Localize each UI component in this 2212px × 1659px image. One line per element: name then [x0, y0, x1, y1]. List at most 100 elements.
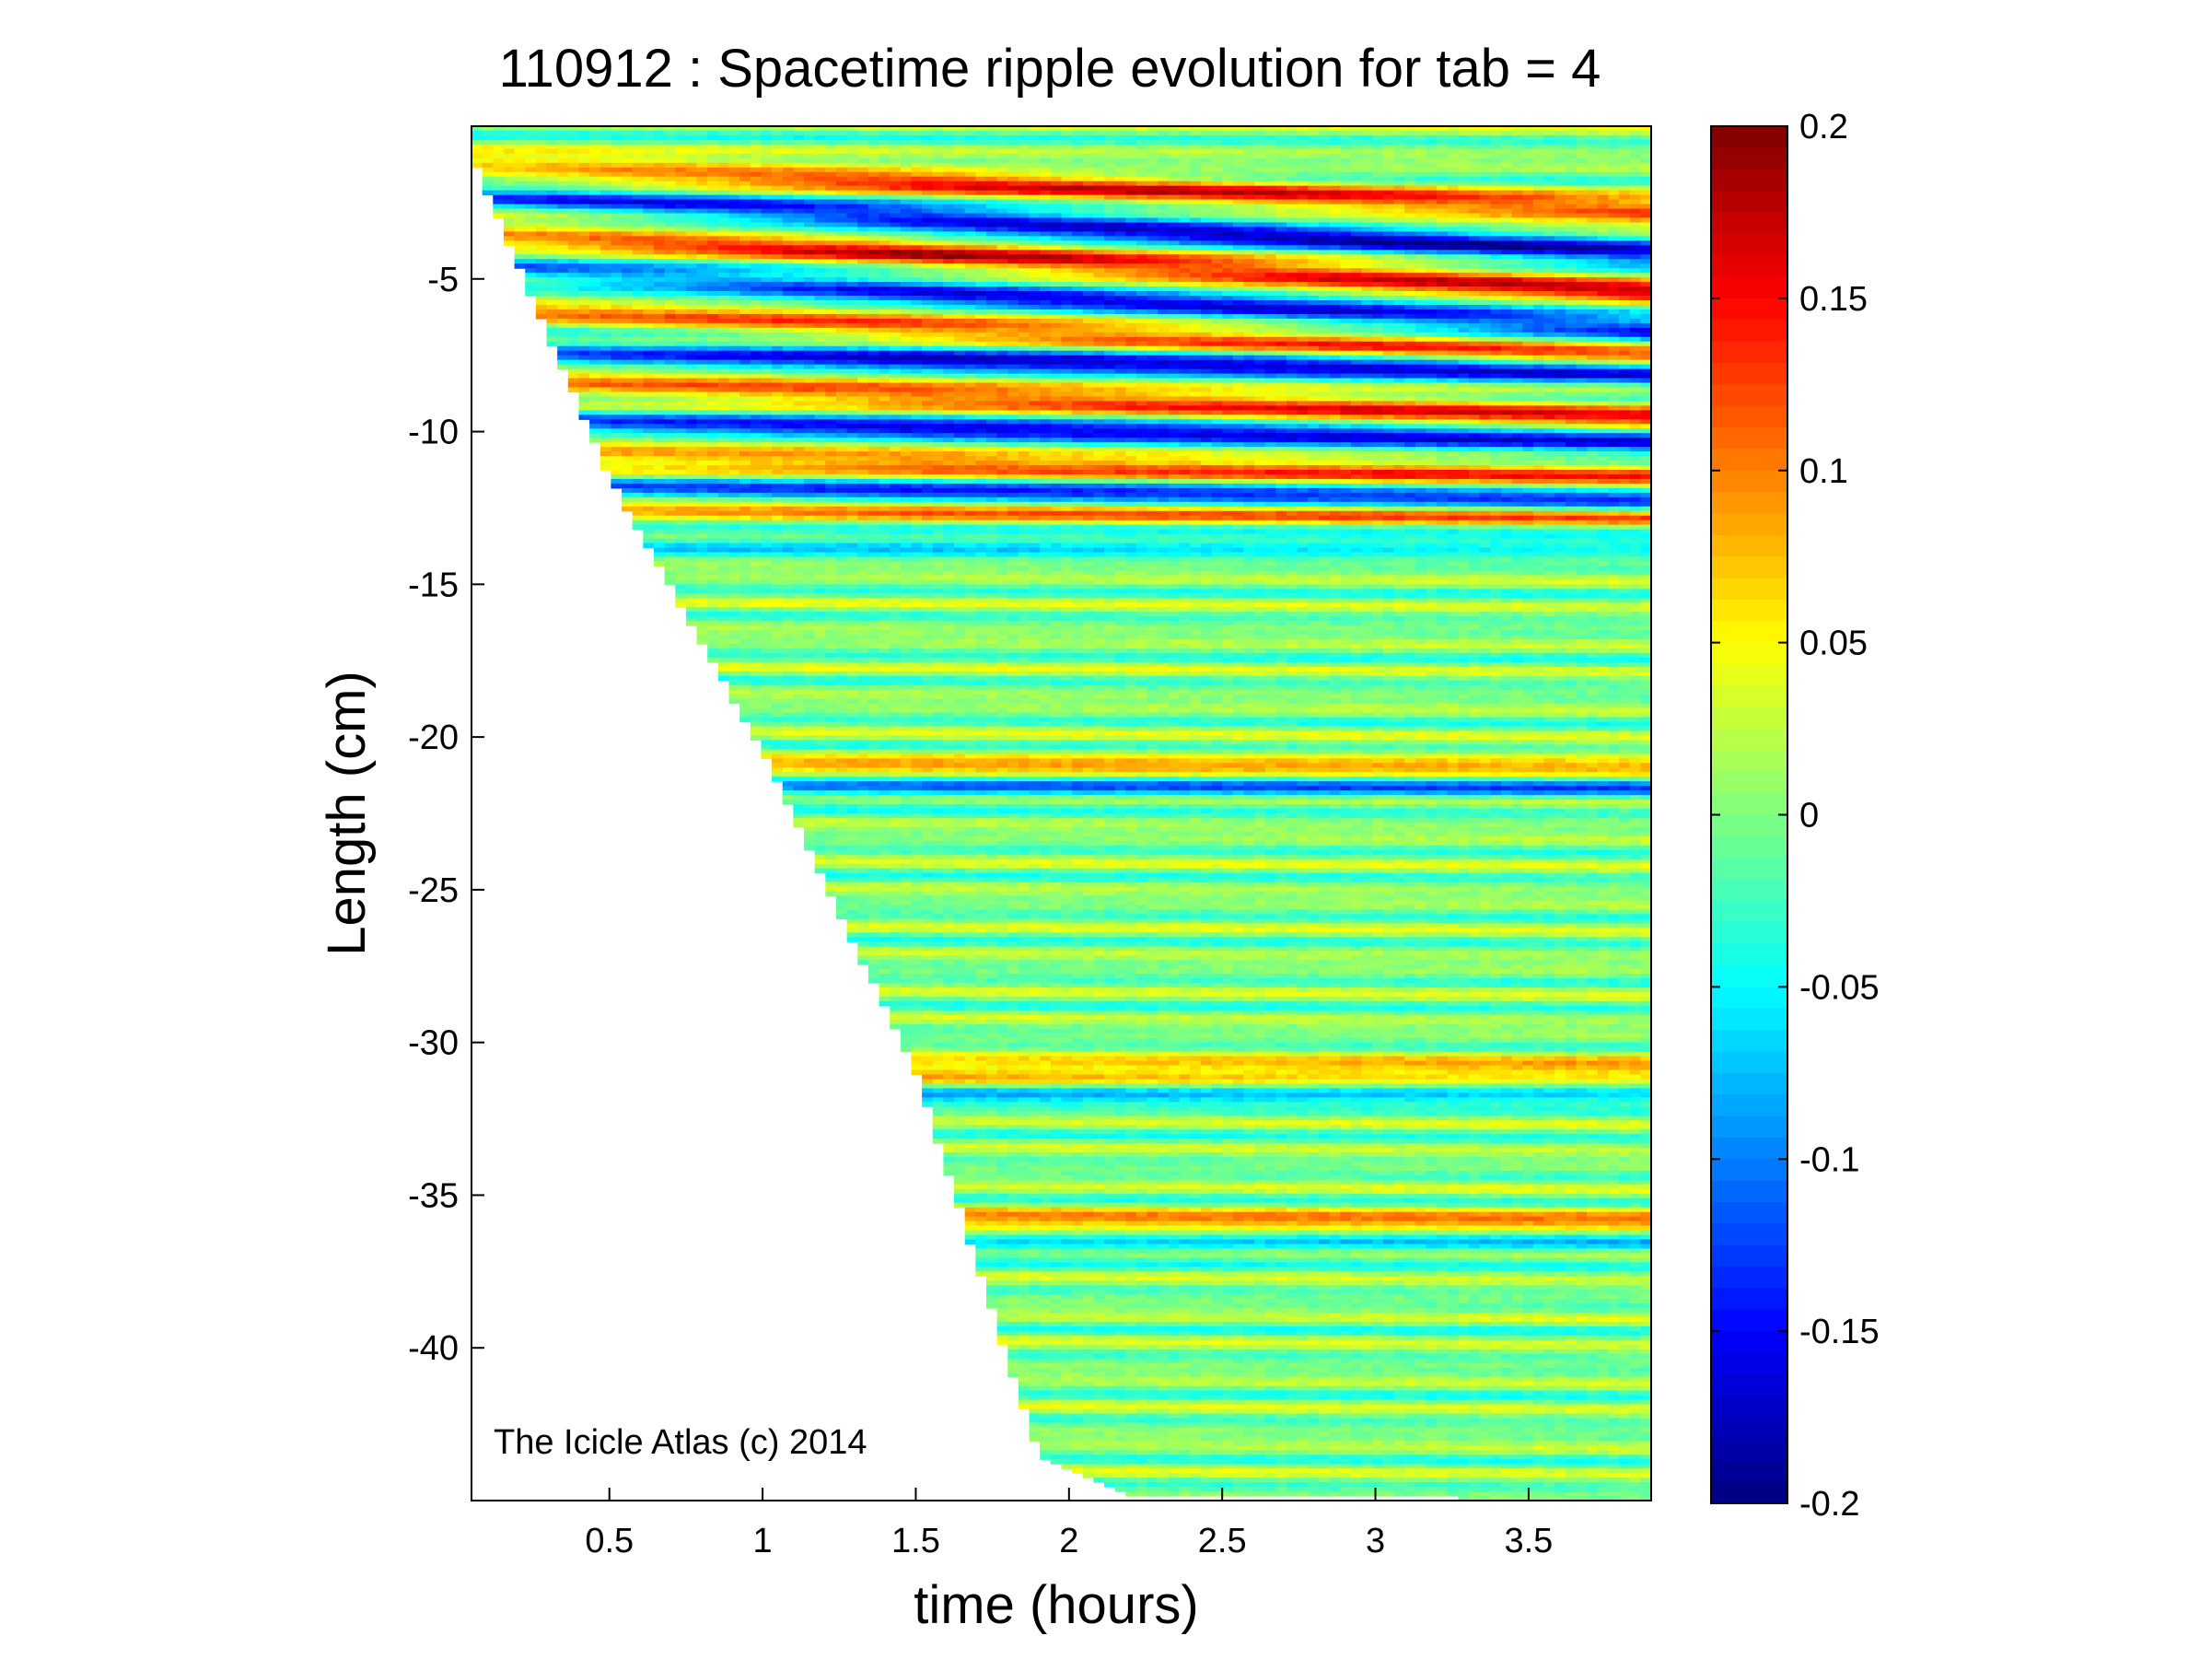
heatmap-cell	[686, 268, 697, 274]
heatmap-cell	[707, 419, 718, 425]
heatmap-cell	[739, 168, 751, 173]
heatmap-cell	[728, 291, 739, 297]
heatmap-cell	[578, 222, 589, 228]
heatmap-cell	[728, 296, 739, 301]
heatmap-cell	[739, 718, 751, 723]
heatmap-cell	[739, 346, 751, 352]
heatmap-cell	[654, 401, 665, 406]
heatmap-cell	[675, 383, 686, 389]
heatmap-cell	[643, 433, 654, 438]
heatmap-cell	[751, 135, 762, 141]
heatmap-cell	[483, 172, 494, 178]
heatmap-cell	[515, 163, 526, 169]
heatmap-cell	[772, 227, 783, 232]
heatmap-cell	[707, 314, 718, 320]
heatmap-cell	[718, 428, 729, 434]
heatmap-cell	[707, 488, 718, 494]
heatmap-cell	[504, 191, 515, 196]
heatmap-cell	[611, 337, 622, 343]
heatmap-cell	[633, 374, 644, 380]
heatmap-cell	[686, 172, 697, 178]
heatmap-cell	[547, 200, 558, 205]
heatmap-cell	[686, 351, 697, 356]
heatmap-cell	[686, 291, 697, 297]
heatmap-cell	[686, 200, 697, 205]
heatmap-cell	[633, 507, 644, 512]
heatmap-cell	[643, 470, 654, 475]
heatmap-cell	[525, 209, 536, 215]
heatmap-cell	[611, 456, 622, 461]
heatmap-cell	[761, 699, 772, 705]
heatmap-cell	[728, 268, 739, 274]
heatmap-cell	[751, 154, 762, 159]
heatmap-cell	[547, 145, 558, 150]
heatmap-cell	[718, 200, 729, 205]
heatmap-cell	[686, 222, 697, 228]
heatmap-cell	[611, 154, 622, 159]
heatmap-cell	[686, 387, 697, 392]
heatmap-cell	[728, 493, 739, 498]
heatmap-cell	[739, 424, 751, 429]
heatmap-cell	[536, 209, 547, 215]
heatmap-cell	[611, 254, 622, 260]
heatmap-cell	[643, 356, 654, 361]
heatmap-cell	[728, 530, 739, 535]
heatmap-cell	[611, 438, 622, 443]
heatmap-cell	[675, 543, 686, 549]
heatmap-cell	[547, 263, 558, 269]
heatmap-cell	[578, 305, 589, 310]
heatmap-cell	[739, 410, 751, 415]
heatmap-cell	[665, 548, 676, 554]
heatmap-cell	[697, 254, 708, 260]
heatmap-cell	[675, 433, 686, 438]
heatmap-cell	[739, 616, 751, 622]
heatmap-cell	[557, 342, 568, 347]
heatmap-cell	[633, 296, 644, 301]
heatmap-cell	[675, 369, 686, 375]
heatmap-cell	[739, 277, 751, 283]
heatmap-cell	[600, 259, 611, 264]
heatmap-cell	[504, 131, 515, 136]
heatmap-cell	[751, 383, 762, 389]
heatmap-cell	[686, 612, 697, 617]
heatmap-cell	[675, 346, 686, 352]
heatmap-cell	[611, 217, 622, 223]
heatmap-cell	[686, 282, 697, 287]
heatmap-cell	[654, 474, 665, 480]
heatmap-cell	[686, 300, 697, 306]
heatmap-cell	[665, 530, 676, 535]
heatmap-cell	[761, 653, 772, 659]
heatmap-cell	[718, 254, 729, 260]
heatmap-cell	[525, 172, 536, 178]
heatmap-cell	[718, 616, 729, 622]
heatmap-cell	[739, 263, 751, 269]
heatmap-cell	[643, 319, 654, 324]
heatmap-cell	[739, 639, 751, 645]
heatmap-cell	[686, 419, 697, 425]
heatmap-cell	[589, 259, 600, 264]
heatmap-cell	[665, 410, 676, 415]
heatmap-cell	[739, 699, 751, 705]
heatmap-cell	[665, 497, 676, 503]
heatmap-cell	[622, 204, 633, 210]
heatmap-cell	[622, 296, 633, 301]
heatmap-cell	[728, 195, 739, 201]
heatmap-cell	[697, 497, 708, 503]
heatmap-cell	[665, 474, 676, 480]
heatmap-cell	[665, 346, 676, 352]
heatmap-cell	[751, 328, 762, 333]
heatmap-cell	[665, 204, 676, 210]
heatmap-cell	[675, 222, 686, 228]
heatmap-cell	[504, 204, 515, 210]
heatmap-cell	[728, 273, 739, 278]
heatmap-cell	[589, 314, 600, 320]
heatmap-cell	[707, 351, 718, 356]
heatmap-cell	[654, 282, 665, 287]
heatmap-cell	[525, 163, 536, 169]
heatmap-cell	[578, 296, 589, 301]
heatmap-cell	[772, 396, 783, 402]
heatmap-cell	[751, 625, 762, 631]
heatmap-cell	[728, 387, 739, 392]
heatmap-cell	[739, 379, 751, 384]
heatmap-cell	[525, 245, 536, 251]
